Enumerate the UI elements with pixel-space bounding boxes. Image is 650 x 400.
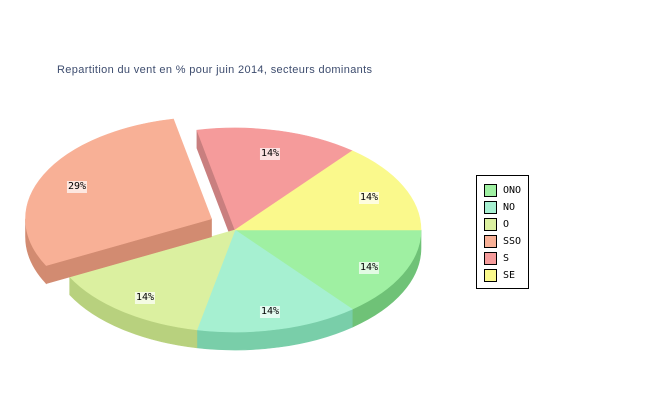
pie-slice-SSO bbox=[25, 118, 212, 266]
legend-swatch-NO bbox=[484, 201, 497, 214]
legend-label-SE: SE bbox=[503, 270, 516, 281]
legend-item-S: S bbox=[477, 250, 528, 267]
slice-label-O: 14% bbox=[134, 292, 156, 304]
legend-item-SE: SE bbox=[477, 267, 528, 284]
pie-slice-ONO bbox=[234, 229, 422, 310]
pie-slice-S bbox=[196, 127, 353, 231]
legend-swatch-O bbox=[484, 218, 497, 231]
slice-label-ONO: 14% bbox=[358, 262, 380, 274]
legend-swatch-SE bbox=[484, 269, 497, 282]
legend-item-SSO: SSO bbox=[477, 233, 528, 250]
pie-slice-NO bbox=[196, 229, 353, 333]
legend-item-ONO: ONO bbox=[477, 182, 528, 199]
legend-label-O: O bbox=[503, 219, 510, 230]
legend-swatch-S bbox=[484, 252, 497, 265]
legend: ONO NO O SSO S SE bbox=[476, 175, 529, 289]
legend-label-NO: NO bbox=[503, 202, 516, 213]
legend-label-ONO: ONO bbox=[503, 185, 522, 196]
legend-swatch-SSO bbox=[484, 235, 497, 248]
legend-item-O: O bbox=[477, 216, 528, 233]
pie-slice-O bbox=[69, 229, 236, 331]
legend-swatch-ONO bbox=[484, 184, 497, 197]
slice-label-S: 14% bbox=[259, 148, 281, 160]
slice-label-NO: 14% bbox=[259, 306, 281, 318]
legend-label-SSO: SSO bbox=[503, 236, 522, 247]
slice-label-SSO: 29% bbox=[66, 181, 88, 193]
chart-title: Repartition du vent en % pour juin 2014,… bbox=[57, 64, 373, 76]
slice-label-SE: 14% bbox=[358, 192, 380, 204]
legend-label-S: S bbox=[503, 253, 510, 264]
legend-item-NO: NO bbox=[477, 199, 528, 216]
pie-slice-SE bbox=[234, 150, 422, 231]
